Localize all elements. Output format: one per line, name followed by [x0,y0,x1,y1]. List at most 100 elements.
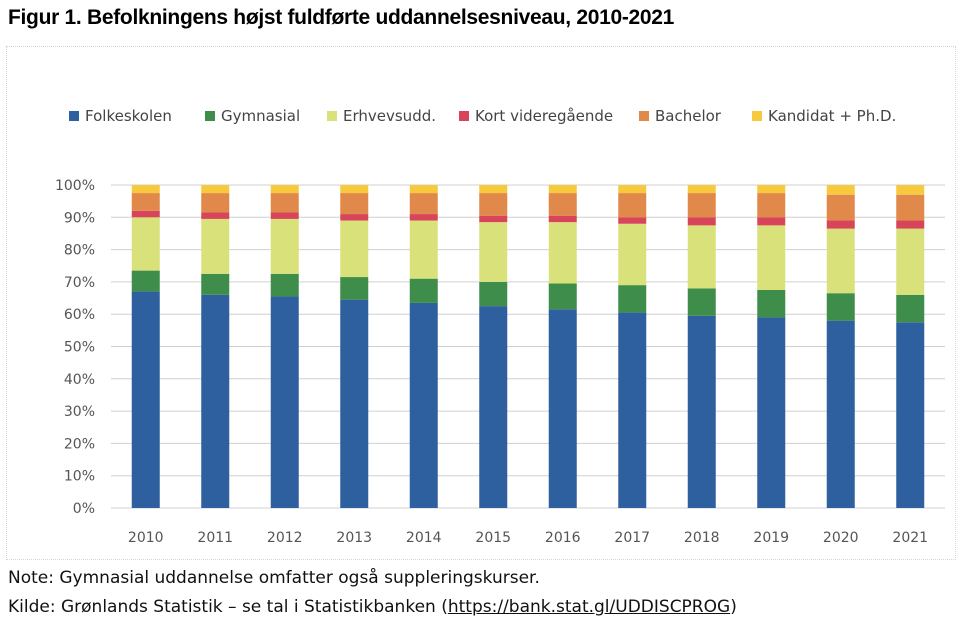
bar-folkeskolen-2010 [131,291,160,508]
bar-kandidat-ph-d-2013 [340,185,369,194]
bar-gymnasial-2014 [409,278,438,303]
x-axis: 2010 2011 2012 2013 2014 2015 2016 2017 2018 2019… [128,530,928,546]
bar-bachelor-2011 [201,193,230,213]
x-tick-label: 2015 [475,530,511,546]
legend-label-bachelor: Bachelor [655,107,722,125]
x-tick-label: 2014 [406,530,442,546]
bar-kandidat-ph-d-2020 [826,185,855,195]
x-tick-label: 2011 [197,530,233,546]
x-tick-label: 2013 [336,530,372,546]
bar-kort-videreg-ende-2011 [201,212,230,219]
legend-label-folkeskolen: Folkeskolen [85,107,172,125]
bar-folkeskolen-2021 [896,322,925,508]
chart-bars [131,185,925,508]
y-tick-label: 10% [64,469,95,485]
bar-kandidat-ph-d-2016 [548,185,577,194]
bar-folkeskolen-2011 [201,294,230,508]
bar-erhvevsudd-2017 [618,223,647,286]
bar-gymnasial-2012 [270,273,299,297]
y-tick-label: 20% [64,436,95,452]
legend-swatch-kandidat-ph-d [752,111,762,121]
legend-swatch-gymnasial [205,111,215,121]
bar-gymnasial-2017 [618,285,647,313]
bar-erhvevsudd-2016 [548,222,577,284]
bar-erhvevsudd-2018 [687,225,716,289]
bar-erhvevsudd-2015 [479,222,508,282]
bar-kort-videreg-ende-2010 [131,210,160,218]
bar-kort-videreg-ende-2012 [270,212,299,219]
bar-kandidat-ph-d-2018 [687,185,716,194]
bar-kort-videreg-ende-2021 [896,220,925,229]
x-tick-label: 2016 [545,530,581,546]
bar-bachelor-2015 [479,193,508,216]
bar-erhvevsudd-2019 [757,225,786,290]
y-tick-label: 80% [64,243,95,259]
bar-folkeskolen-2019 [757,317,786,508]
bar-kort-videreg-ende-2015 [479,215,508,223]
x-tick-label: 2019 [753,530,789,546]
y-tick-label: 40% [64,372,95,388]
bar-kort-videreg-ende-2014 [409,214,438,221]
legend-label-gymnasial: Gymnasial [221,107,300,125]
bar-kort-videreg-ende-2020 [826,220,855,229]
bar-gymnasial-2019 [757,289,786,318]
x-tick-label: 2012 [267,530,303,546]
bar-folkeskolen-2014 [409,302,438,508]
bar-gymnasial-2020 [826,293,855,321]
bar-kort-videreg-ende-2013 [340,214,369,221]
bar-erhvevsudd-2011 [201,218,230,274]
y-tick-label: 0% [73,501,95,517]
bar-kandidat-ph-d-2021 [896,185,925,195]
x-tick-label: 2017 [614,530,650,546]
bar-bachelor-2010 [131,193,160,211]
legend-swatch-bachelor [639,111,649,121]
bar-gymnasial-2015 [479,281,508,307]
bar-erhvevsudd-2010 [131,217,160,271]
y-tick-label: 90% [64,210,95,226]
figure-title: Figur 1. Befolkningens højst fuldførte u… [8,6,675,29]
x-tick-label: 2010 [128,530,164,546]
bar-folkeskolen-2013 [340,299,369,508]
bar-folkeskolen-2020 [826,320,855,508]
y-tick-label: 100% [55,178,95,194]
chart-legend: Folkeskolen Gymnasial Erhvevsudd. Kort vide… [69,107,896,125]
figure-source: Kilde: Grønlands Statistik – se tal i St… [8,597,737,617]
bar-kandidat-ph-d-2011 [201,185,230,194]
bar-erhvevsudd-2012 [270,218,299,274]
bar-bachelor-2020 [826,194,855,221]
x-tick-label: 2018 [684,530,720,546]
source-prefix: Kilde: Grønlands Statistik – se tal i St… [8,597,448,617]
bar-bachelor-2013 [340,193,369,215]
y-tick-label: 30% [64,404,95,420]
legend-label-kandidat-ph-d: Kandidat + Ph.D. [768,107,896,125]
bar-folkeskolen-2016 [548,309,577,508]
legend-swatch-erhvevsudd [327,111,337,121]
legend-label-kort-videreg-ende: Kort videregående [475,107,613,125]
chart-gridlines [111,184,945,509]
y-tick-label: 60% [64,307,95,323]
bar-gymnasial-2011 [201,273,230,295]
legend-swatch-folkeskolen [69,111,79,121]
chart-area: Folkeskolen Gymnasial Erhvevsudd. Kort vide… [6,46,956,560]
bar-kandidat-ph-d-2019 [757,185,786,194]
bar-kandidat-ph-d-2014 [409,185,438,194]
bar-erhvevsudd-2014 [409,220,438,279]
bar-gymnasial-2016 [548,283,577,310]
bar-gymnasial-2010 [131,270,160,292]
bar-kandidat-ph-d-2012 [270,185,299,194]
bar-kort-videreg-ende-2016 [548,215,577,223]
bar-bachelor-2012 [270,193,299,213]
x-tick-label: 2021 [892,530,928,546]
source-suffix: ) [730,597,737,617]
bar-kandidat-ph-d-2010 [131,185,160,194]
source-link[interactable]: https://bank.stat.gl/UDDISCPROG [447,597,731,617]
bar-bachelor-2018 [687,193,716,218]
bar-kort-videreg-ende-2018 [687,217,716,226]
bar-bachelor-2016 [548,193,577,216]
bar-folkeskolen-2018 [687,315,716,508]
figure-note: Note: Gymnasial uddannelse omfatter også… [8,568,540,588]
bar-gymnasial-2021 [896,294,925,323]
bar-bachelor-2014 [409,193,438,215]
bar-erhvevsudd-2020 [826,228,855,294]
y-tick-label: 50% [64,340,95,356]
